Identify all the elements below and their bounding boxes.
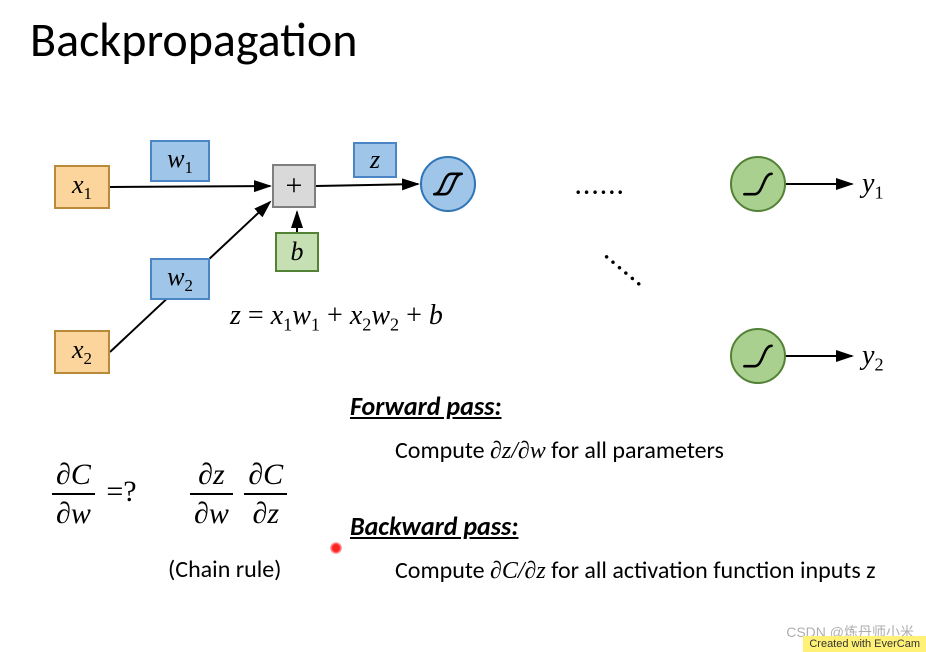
laser-pointer-icon: [330, 542, 342, 554]
z-node: z: [353, 142, 397, 178]
page-title: Backpropagation: [30, 10, 357, 69]
chain-rule-rhs: ∂z∂w ∂C∂z: [190, 458, 287, 530]
sigmoid-icon: [431, 167, 465, 201]
ellipsis-horizontal: ......: [575, 172, 625, 201]
w2-label: w2: [167, 262, 193, 296]
sum-node: +: [272, 164, 316, 208]
z-label: z: [370, 145, 380, 175]
plus-label: +: [286, 169, 303, 203]
b-label: b: [291, 237, 304, 267]
activation-sigmoid-green-1: [730, 156, 786, 212]
w1-label: w1: [167, 144, 193, 178]
backward-pass-heading: Backward pass:: [350, 510, 518, 542]
x2-label: x2: [72, 335, 92, 369]
chain-rule-label: (Chain rule): [168, 554, 281, 586]
activation-sigmoid-blue: [420, 156, 476, 212]
x1-label: x1: [72, 170, 92, 204]
weight-w1: w1: [150, 140, 210, 182]
sigmoid-icon: [741, 167, 775, 201]
backward-pass-body: Compute ∂C/∂z for all activation functio…: [395, 555, 905, 587]
activation-sigmoid-green-2: [730, 328, 786, 384]
forward-pass-body: Compute ∂z/∂w for all parameters: [395, 435, 724, 467]
equation-z: z = x1w1 + x2w2 + b: [230, 300, 443, 336]
weight-w2: w2: [150, 258, 210, 300]
forward-pass-heading: Forward pass:: [350, 390, 502, 422]
input-x1: x1: [54, 165, 110, 209]
output-y2: y2: [862, 340, 884, 376]
bias-node: b: [275, 232, 319, 272]
sigmoid-icon: [741, 339, 775, 373]
corner-tag: Created with EverCam: [803, 636, 926, 652]
input-x2: x2: [54, 330, 110, 374]
output-y1: y1: [862, 168, 884, 204]
ellipsis-diagonal: ......: [599, 239, 656, 294]
chain-rule-lhs: ∂C∂w =?: [52, 458, 137, 530]
